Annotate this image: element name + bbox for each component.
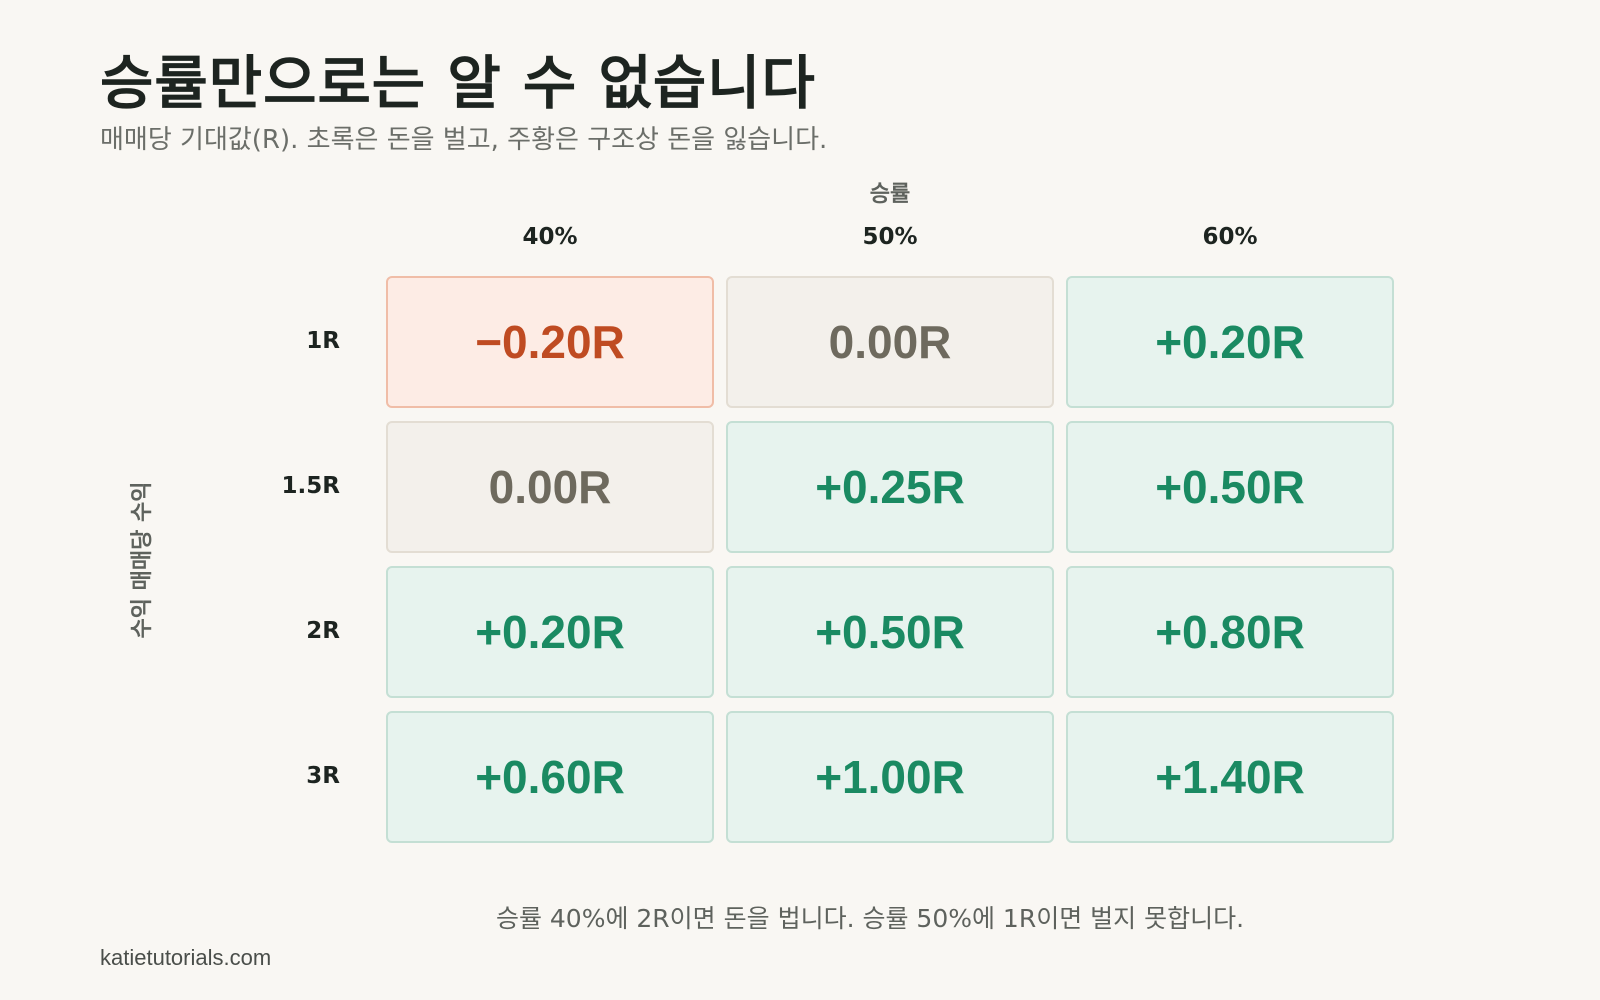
row-axis-title: 수익 매매당 수익	[130, 481, 155, 639]
cell-value-label: 0.00R	[488, 461, 612, 513]
heatmap-cell: +1.40R	[1066, 711, 1394, 843]
page-subtitle: 매매당 기대값(R). 초록은 돈을 벌고, 주황은 구조상 돈을 잃습니다.	[100, 125, 828, 155]
cell-value-label: +1.40R	[1155, 751, 1305, 803]
column-label: 40%	[522, 224, 578, 250]
row-label: 2R	[306, 618, 340, 644]
cell-value-label: +0.50R	[1155, 461, 1305, 513]
heatmap-cell: +0.50R	[726, 566, 1054, 698]
cell-value-label: +0.60R	[475, 751, 625, 803]
heatmap-cell: 0.00R	[726, 276, 1054, 408]
row-label: 3R	[306, 763, 340, 789]
heatmap-cell: +0.50R	[1066, 421, 1394, 553]
cell-value-label: +0.50R	[815, 606, 965, 658]
heatmap-cell: +0.80R	[1066, 566, 1394, 698]
row-label: 1R	[306, 328, 340, 354]
heatmap-cell: +0.25R	[726, 421, 1054, 553]
row-label: 1.5R	[281, 473, 340, 499]
heatmap-cell: −0.20R	[386, 276, 714, 408]
site-credit: katietutorials.com	[100, 945, 272, 970]
chart-footnote: 승률 40%에 2R이면 돈을 법니다. 승률 50%에 1R이면 벌지 못합니…	[495, 904, 1245, 933]
page-title: 승률만으로는 알 수 없습니다	[100, 49, 816, 117]
cell-value-label: +1.00R	[815, 751, 965, 803]
cell-value-label: +0.80R	[1155, 606, 1305, 658]
heatmap-cell: +0.20R	[1066, 276, 1394, 408]
heatmap-cell: +0.20R	[386, 566, 714, 698]
column-axis-title: 승률	[869, 182, 911, 207]
column-label: 50%	[862, 224, 918, 250]
cell-value-label: −0.20R	[475, 316, 625, 368]
cell-value-label: 0.00R	[828, 316, 952, 368]
cell-value-label: +0.20R	[475, 606, 625, 658]
heatmap-cell: +0.60R	[386, 711, 714, 843]
cell-value-label: +0.20R	[1155, 316, 1305, 368]
heatmap-cell: 0.00R	[386, 421, 714, 553]
cell-value-label: +0.25R	[815, 461, 965, 513]
column-label: 60%	[1202, 224, 1258, 250]
heatmap-cell: +1.00R	[726, 711, 1054, 843]
